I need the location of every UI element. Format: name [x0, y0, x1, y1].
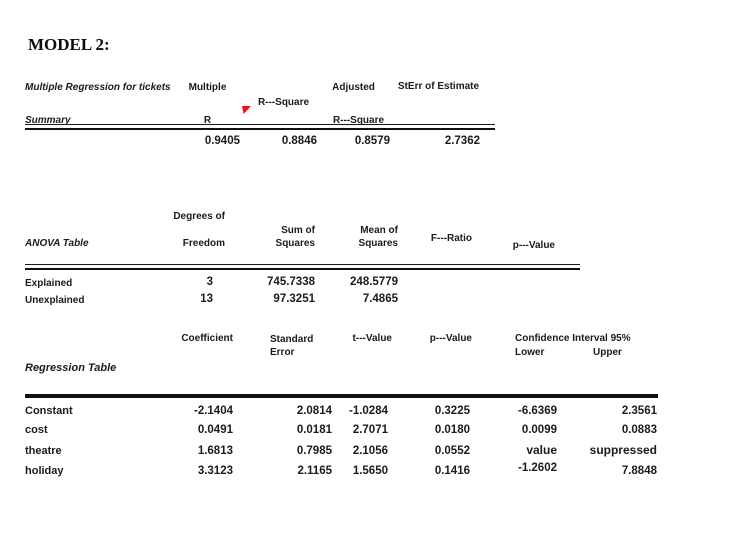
regression-cell-lower: value — [526, 443, 557, 457]
anova-header-mean-of-squares: Mean of Squares — [358, 225, 398, 249]
anova-divider-thick — [25, 267, 580, 270]
summary-value-sterr-of-estimate: 2.7362 — [444, 135, 480, 147]
regression-header-upper: Upper — [593, 347, 622, 358]
regression-cell-standard-error: 0.7985 — [296, 445, 332, 457]
page-title: MODEL 2: — [28, 35, 110, 54]
regression-cell-lower: -6.6369 — [517, 405, 557, 417]
regression-cell-lower: -1.2602 — [517, 462, 557, 474]
regression-header-p-value: p---Value — [429, 333, 472, 344]
anova-header-f-ratio: F---Ratio — [430, 233, 472, 244]
regression-cell-standard-error: 2.1165 — [297, 465, 332, 477]
anova-table-name: ANOVA Table — [25, 238, 89, 249]
regression-row-label: theatre — [25, 445, 62, 457]
anova-cell-sum-of-squares: 745.7338 — [267, 276, 315, 288]
anova-cell-mean-of-squares: 248.5779 — [350, 276, 398, 288]
regression-cell-p-value: 0.0552 — [434, 445, 470, 457]
regression-row-label: cost — [25, 424, 48, 436]
regression-cell-coefficient: -2.1404 — [193, 405, 233, 417]
regression-cell-t-value: -1.0284 — [348, 405, 388, 417]
regression-cell-p-value: 0.1416 — [434, 465, 470, 477]
anova-row-label: Unexplained — [25, 295, 85, 306]
summary-header-multiple: Multiple — [188, 82, 227, 93]
regression-header-lower: Lower — [515, 347, 545, 358]
regression-cell-t-value: 2.7071 — [352, 424, 388, 436]
summary-header-adjusted-r-square: R---Square — [332, 115, 385, 126]
summary-value-adjusted-r-square: 0.8579 — [354, 135, 390, 147]
anova-cell-mean-of-squares: 7.4865 — [362, 293, 398, 305]
regression-cell-lower: 0.0099 — [521, 424, 557, 436]
anova-cell-sum-of-squares: 97.3251 — [273, 293, 315, 305]
regression-cell-upper: suppressed — [589, 443, 657, 457]
regression-cell-coefficient: 3.3123 — [197, 465, 233, 477]
regression-cell-upper: 2.3561 — [621, 405, 657, 417]
regression-cell-upper: 7.8848 — [621, 465, 657, 477]
regression-cell-t-value: 2.1056 — [352, 445, 388, 457]
anova-divider-thin — [25, 264, 580, 265]
regression-cell-standard-error: 2.0814 — [296, 405, 332, 417]
anova-header-sum-of-squares: Sum of Squares — [275, 225, 315, 249]
summary-header-r-square: R---Square — [257, 97, 310, 108]
anova-cell-df: 3 — [206, 276, 213, 288]
anova-header-freedom: Freedom — [182, 238, 225, 249]
regression-cell-t-value: 1.5650 — [352, 465, 388, 477]
summary-row-label: Summary — [25, 115, 71, 126]
summary-header-adjusted: Adjusted — [332, 82, 375, 93]
regression-header-t-value: t---Value — [352, 333, 392, 344]
summary-header-sterr-of-estimate: StErr of Estimate — [397, 81, 480, 92]
regression-cell-standard-error: 0.0181 — [296, 424, 332, 436]
comment-flag-icon — [242, 106, 251, 114]
regression-header-standard-error: Standard Error — [270, 334, 314, 358]
summary-value-multiple-r: 0.9405 — [204, 135, 240, 147]
regression-cell-upper: 0.0883 — [621, 424, 657, 436]
anova-header-degrees-of: Degrees of — [173, 211, 225, 222]
summary-header-r: R — [203, 115, 212, 126]
anova-cell-df: 13 — [200, 293, 213, 305]
summary-value-r-square: 0.8846 — [281, 135, 317, 147]
regression-row-label: Constant — [25, 405, 73, 417]
regression-cell-coefficient: 1.6813 — [197, 445, 233, 457]
regression-table-name: Regression Table — [25, 362, 117, 374]
summary-table-name: Multiple Regression for tickets — [25, 82, 171, 93]
anova-row-label: Explained — [25, 278, 73, 289]
summary-divider-thick — [25, 127, 495, 130]
regression-header-coefficient: Coefficient — [181, 333, 233, 344]
regression-header-confidence-interval: Confidence Interval 95% — [515, 333, 631, 344]
regression-divider-heavy — [25, 394, 658, 398]
regression-cell-p-value: 0.3225 — [434, 405, 470, 417]
regression-cell-p-value: 0.0180 — [434, 424, 470, 436]
summary-divider-thin — [25, 124, 495, 125]
regression-cell-coefficient: 0.0491 — [197, 424, 233, 436]
anova-header-p-value: p---Value — [512, 240, 555, 251]
regression-row-label: holiday — [25, 465, 64, 477]
